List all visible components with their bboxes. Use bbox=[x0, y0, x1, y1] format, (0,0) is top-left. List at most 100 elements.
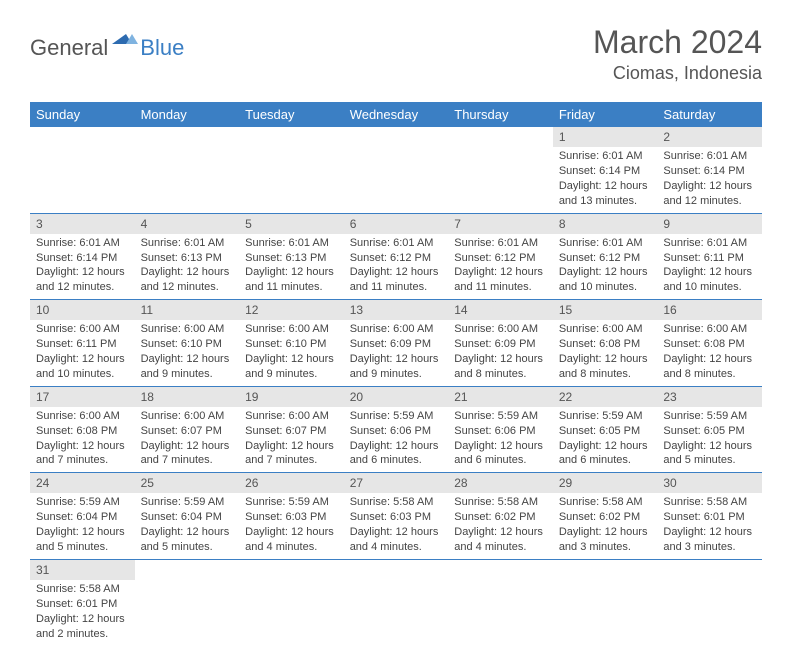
weekday-header: Sunday bbox=[30, 102, 135, 127]
sunrise-text: Sunrise: 6:01 AM bbox=[454, 236, 547, 251]
calendar-cell bbox=[30, 127, 135, 213]
daylight-text: Daylight: 12 hours and 8 minutes. bbox=[454, 352, 547, 382]
sunset-text: Sunset: 6:01 PM bbox=[663, 510, 756, 525]
daylight-text: Daylight: 12 hours and 12 minutes. bbox=[141, 265, 234, 295]
day-number: 27 bbox=[344, 473, 449, 493]
weekday-header: Monday bbox=[135, 102, 240, 127]
sunrise-text: Sunrise: 6:01 AM bbox=[559, 236, 652, 251]
day-number: 8 bbox=[553, 214, 658, 234]
weekday-header: Friday bbox=[553, 102, 658, 127]
daylight-text: Daylight: 12 hours and 9 minutes. bbox=[141, 352, 234, 382]
daylight-text: Daylight: 12 hours and 12 minutes. bbox=[663, 179, 756, 209]
daylight-text: Daylight: 12 hours and 8 minutes. bbox=[559, 352, 652, 382]
daylight-text: Daylight: 12 hours and 10 minutes. bbox=[559, 265, 652, 295]
sunset-text: Sunset: 6:12 PM bbox=[559, 251, 652, 266]
daylight-text: Daylight: 12 hours and 11 minutes. bbox=[454, 265, 547, 295]
day-content: Sunrise: 6:01 AMSunset: 6:14 PMDaylight:… bbox=[553, 147, 658, 212]
day-content: Sunrise: 6:00 AMSunset: 6:09 PMDaylight:… bbox=[344, 320, 449, 385]
day-content: Sunrise: 6:01 AMSunset: 6:13 PMDaylight:… bbox=[239, 234, 344, 299]
calendar-cell: 28Sunrise: 5:58 AMSunset: 6:02 PMDayligh… bbox=[448, 473, 553, 560]
daylight-text: Daylight: 12 hours and 10 minutes. bbox=[36, 352, 129, 382]
daylight-text: Daylight: 12 hours and 4 minutes. bbox=[454, 525, 547, 555]
daylight-text: Daylight: 12 hours and 5 minutes. bbox=[36, 525, 129, 555]
sunrise-text: Sunrise: 6:00 AM bbox=[663, 322, 756, 337]
calendar-cell: 24Sunrise: 5:59 AMSunset: 6:04 PMDayligh… bbox=[30, 473, 135, 560]
calendar-cell bbox=[239, 559, 344, 645]
sunset-text: Sunset: 6:08 PM bbox=[36, 424, 129, 439]
sunrise-text: Sunrise: 5:59 AM bbox=[245, 495, 338, 510]
day-number: 15 bbox=[553, 300, 658, 320]
sunset-text: Sunset: 6:08 PM bbox=[559, 337, 652, 352]
sunrise-text: Sunrise: 6:00 AM bbox=[36, 409, 129, 424]
sunrise-text: Sunrise: 6:01 AM bbox=[141, 236, 234, 251]
day-content: Sunrise: 6:01 AMSunset: 6:11 PMDaylight:… bbox=[657, 234, 762, 299]
sunset-text: Sunset: 6:05 PM bbox=[663, 424, 756, 439]
calendar-cell: 18Sunrise: 6:00 AMSunset: 6:07 PMDayligh… bbox=[135, 386, 240, 473]
sunset-text: Sunset: 6:08 PM bbox=[663, 337, 756, 352]
calendar-cell: 8 Sunrise: 6:01 AMSunset: 6:12 PMDaylight… bbox=[553, 213, 658, 300]
logo-text-general: General bbox=[30, 35, 108, 61]
sunrise-text: Sunrise: 6:00 AM bbox=[559, 322, 652, 337]
day-content: Sunrise: 6:01 AMSunset: 6:12 PMDaylight:… bbox=[344, 234, 449, 299]
day-number: 18 bbox=[135, 387, 240, 407]
day-content: Sunrise: 6:00 AMSunset: 6:11 PMDaylight:… bbox=[30, 320, 135, 385]
sunset-text: Sunset: 6:05 PM bbox=[559, 424, 652, 439]
sunset-text: Sunset: 6:03 PM bbox=[350, 510, 443, 525]
day-number: 11 bbox=[135, 300, 240, 320]
sunrise-text: Sunrise: 5:59 AM bbox=[141, 495, 234, 510]
sunset-text: Sunset: 6:12 PM bbox=[454, 251, 547, 266]
day-number: 19 bbox=[239, 387, 344, 407]
calendar-cell bbox=[135, 127, 240, 213]
calendar-cell bbox=[448, 127, 553, 213]
day-number: 13 bbox=[344, 300, 449, 320]
daylight-text: Daylight: 12 hours and 9 minutes. bbox=[350, 352, 443, 382]
logo-flag-icon bbox=[112, 30, 138, 53]
calendar-cell bbox=[553, 559, 658, 645]
logo-text-blue: Blue bbox=[140, 35, 184, 61]
sunrise-text: Sunrise: 5:58 AM bbox=[36, 582, 129, 597]
calendar-week-row: 31Sunrise: 5:58 AMSunset: 6:01 PMDayligh… bbox=[30, 559, 762, 645]
calendar-cell: 29Sunrise: 5:58 AMSunset: 6:02 PMDayligh… bbox=[553, 473, 658, 560]
day-number: 23 bbox=[657, 387, 762, 407]
sunset-text: Sunset: 6:03 PM bbox=[245, 510, 338, 525]
calendar-cell: 10Sunrise: 6:00 AMSunset: 6:11 PMDayligh… bbox=[30, 300, 135, 387]
sunset-text: Sunset: 6:02 PM bbox=[454, 510, 547, 525]
sunrise-text: Sunrise: 5:59 AM bbox=[454, 409, 547, 424]
calendar-cell: 5Sunrise: 6:01 AMSunset: 6:13 PMDaylight… bbox=[239, 213, 344, 300]
daylight-text: Daylight: 12 hours and 3 minutes. bbox=[663, 525, 756, 555]
sunrise-text: Sunrise: 6:00 AM bbox=[36, 322, 129, 337]
daylight-text: Daylight: 12 hours and 6 minutes. bbox=[559, 439, 652, 469]
header: General Blue March 2024 Ciomas, Indonesi… bbox=[30, 24, 762, 84]
calendar-cell bbox=[344, 127, 449, 213]
day-number: 31 bbox=[30, 560, 135, 580]
day-content: Sunrise: 6:00 AMSunset: 6:07 PMDaylight:… bbox=[135, 407, 240, 472]
calendar-cell: 23Sunrise: 5:59 AMSunset: 6:05 PMDayligh… bbox=[657, 386, 762, 473]
calendar-week-row: 1Sunrise: 6:01 AMSunset: 6:14 PMDaylight… bbox=[30, 127, 762, 213]
daylight-text: Daylight: 12 hours and 4 minutes. bbox=[350, 525, 443, 555]
calendar-cell: 9Sunrise: 6:01 AMSunset: 6:11 PMDaylight… bbox=[657, 213, 762, 300]
day-content: Sunrise: 6:00 AMSunset: 6:08 PMDaylight:… bbox=[30, 407, 135, 472]
daylight-text: Daylight: 12 hours and 8 minutes. bbox=[663, 352, 756, 382]
day-content: Sunrise: 5:58 AMSunset: 6:02 PMDaylight:… bbox=[448, 493, 553, 558]
day-content: Sunrise: 6:00 AMSunset: 6:08 PMDaylight:… bbox=[657, 320, 762, 385]
sunrise-text: Sunrise: 5:58 AM bbox=[350, 495, 443, 510]
daylight-text: Daylight: 12 hours and 9 minutes. bbox=[245, 352, 338, 382]
daylight-text: Daylight: 12 hours and 7 minutes. bbox=[36, 439, 129, 469]
day-content: Sunrise: 5:58 AMSunset: 6:01 PMDaylight:… bbox=[30, 580, 135, 645]
day-number: 28 bbox=[448, 473, 553, 493]
day-content: Sunrise: 5:59 AMSunset: 6:05 PMDaylight:… bbox=[553, 407, 658, 472]
calendar-cell: 3Sunrise: 6:01 AMSunset: 6:14 PMDaylight… bbox=[30, 213, 135, 300]
sunset-text: Sunset: 6:10 PM bbox=[141, 337, 234, 352]
day-number: 26 bbox=[239, 473, 344, 493]
calendar-cell bbox=[344, 559, 449, 645]
calendar-week-row: 3Sunrise: 6:01 AMSunset: 6:14 PMDaylight… bbox=[30, 213, 762, 300]
day-number: 3 bbox=[30, 214, 135, 234]
day-number: 1 bbox=[553, 127, 658, 147]
sunrise-text: Sunrise: 5:59 AM bbox=[350, 409, 443, 424]
sunrise-text: Sunrise: 6:00 AM bbox=[350, 322, 443, 337]
daylight-text: Daylight: 12 hours and 7 minutes. bbox=[245, 439, 338, 469]
sunset-text: Sunset: 6:02 PM bbox=[559, 510, 652, 525]
calendar-week-row: 10Sunrise: 6:00 AMSunset: 6:11 PMDayligh… bbox=[30, 300, 762, 387]
day-content: Sunrise: 5:58 AMSunset: 6:03 PMDaylight:… bbox=[344, 493, 449, 558]
sunset-text: Sunset: 6:14 PM bbox=[663, 164, 756, 179]
